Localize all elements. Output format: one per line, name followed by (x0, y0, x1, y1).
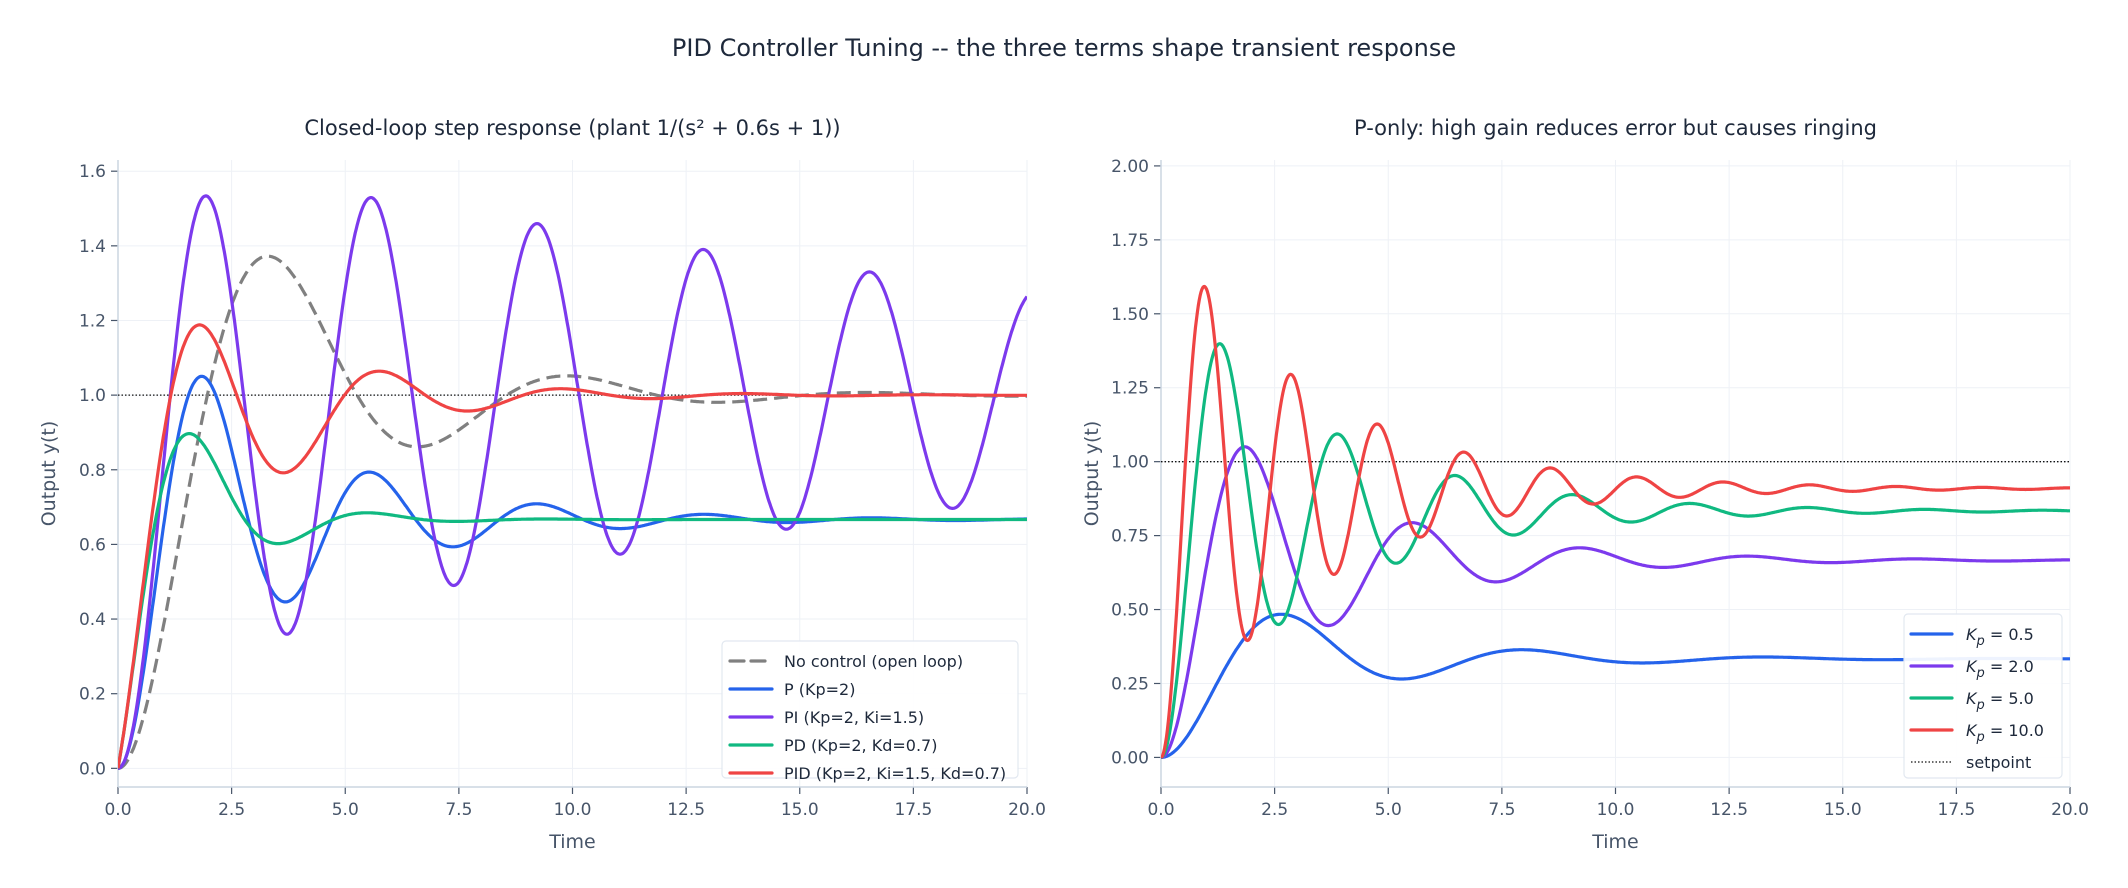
legend-symbol: K (1966, 625, 1978, 644)
legend-label: P (Kp=2) (784, 680, 855, 699)
x-tick-label: 5.0 (332, 800, 359, 820)
legend-item: Kp = 10.0 (1909, 721, 2044, 745)
x-tick-label: 0.0 (104, 800, 131, 820)
legend-value: = 0.5 (1985, 625, 2034, 644)
legend-label: Kp = 0.5 (1966, 625, 2034, 649)
legend-label: Kp = 10.0 (1966, 721, 2044, 745)
legend-item: Kp = 2.0 (1909, 657, 2034, 681)
x-tick-label: 20.0 (2051, 800, 2089, 820)
legend-item: P (Kp=2) (728, 680, 855, 699)
x-tick-label: 5.0 (1375, 800, 1402, 820)
y-tick-label: 1.50 (1111, 305, 1149, 325)
left-chart-step-response: Closed-loop step response (plant 1/(s² +… (38, 116, 1046, 853)
y-tick-label: 1.0 (79, 386, 106, 406)
x-tick-label: 2.5 (1261, 800, 1288, 820)
x-tick-label: 0.0 (1147, 800, 1174, 820)
right-chart-p-only: P-only: high gain reduces error but caus… (1081, 116, 2089, 853)
chart-title: P-only: high gain reduces error but caus… (1354, 116, 1877, 140)
legend-value: = 2.0 (1985, 657, 2034, 676)
legend-label: PI (Kp=2, Ki=1.5) (784, 708, 924, 727)
y-tick-label: 0.00 (1111, 748, 1149, 768)
y-tick-label: 0.75 (1111, 527, 1149, 547)
x-axis-label: Time (548, 831, 596, 853)
y-tick-label: 1.6 (79, 162, 106, 182)
series-line-1 (1161, 445, 2070, 759)
y-tick-label: 2.00 (1111, 157, 1149, 177)
legend-item: Kp = 0.5 (1909, 625, 2034, 649)
legend-label: PD (Kp=2, Kd=0.7) (784, 736, 937, 755)
x-tick-label: 17.5 (894, 800, 932, 820)
figure-title: PID Controller Tuning -- the three terms… (672, 34, 1456, 62)
y-tick-label: 0.2 (79, 685, 106, 705)
legend-box (1903, 613, 2063, 779)
legend-label: No control (open loop) (784, 652, 963, 671)
legend-label: setpoint (1966, 753, 2031, 772)
legend-item: Kp = 5.0 (1909, 689, 2034, 713)
series-line-0 (118, 254, 1027, 770)
x-tick-label: 2.5 (218, 800, 245, 820)
series-line-2 (1161, 342, 2070, 759)
legend-item: PD (Kp=2, Kd=0.7) (728, 736, 937, 755)
legend-symbol: K (1966, 721, 1978, 740)
y-tick-label: 1.00 (1111, 453, 1149, 473)
chart-title: Closed-loop step response (plant 1/(s² +… (304, 116, 840, 140)
legend-subscript: p (1976, 634, 1985, 649)
y-tick-label: 0.50 (1111, 601, 1149, 621)
x-tick-label: 7.5 (445, 800, 472, 820)
series-line-4 (118, 323, 1027, 769)
legend-item: PID (Kp=2, Ki=1.5, Kd=0.7) (728, 764, 1006, 783)
legend-subscript: p (1976, 730, 1985, 745)
y-tick-label: 1.4 (79, 237, 106, 257)
x-tick-label: 20.0 (1008, 800, 1046, 820)
legend-label: Kp = 5.0 (1966, 689, 2034, 713)
legend-value: = 5.0 (1985, 689, 2034, 708)
y-tick-label: 0.0 (79, 759, 106, 779)
legend-label: PID (Kp=2, Ki=1.5, Kd=0.7) (784, 764, 1006, 783)
series-line-2 (118, 194, 1027, 770)
legend-item: No control (open loop) (728, 652, 963, 671)
y-tick-label: 1.75 (1111, 231, 1149, 251)
y-tick-label: 1.2 (79, 311, 106, 331)
x-tick-label: 15.0 (781, 800, 819, 820)
x-tick-label: 17.5 (1937, 800, 1975, 820)
legend-symbol: K (1966, 689, 1978, 708)
x-tick-label: 10.0 (554, 800, 592, 820)
y-tick-label: 1.25 (1111, 379, 1149, 399)
legend-item: PI (Kp=2, Ki=1.5) (728, 708, 924, 727)
y-tick-label: 0.8 (79, 461, 106, 481)
legend-subscript: p (1976, 698, 1985, 713)
y-tick-label: 0.6 (79, 535, 106, 555)
x-tick-label: 12.5 (1710, 800, 1748, 820)
x-tick-label: 7.5 (1488, 800, 1515, 820)
x-tick-label: 10.0 (1597, 800, 1635, 820)
y-axis-label: Output y(t) (1081, 421, 1103, 527)
y-tick-label: 0.25 (1111, 674, 1149, 694)
x-tick-label: 12.5 (667, 800, 705, 820)
legend-box (721, 640, 1019, 779)
series-line-3 (118, 432, 1027, 769)
legend: Kp = 0.5Kp = 2.0Kp = 5.0Kp = 10.0setpoin… (1903, 613, 2063, 779)
y-axis-label: Output y(t) (38, 421, 60, 527)
legend-item: setpoint (1911, 753, 2031, 772)
y-tick-label: 0.4 (79, 610, 106, 630)
legend-symbol: K (1966, 657, 1978, 676)
series-line-3 (1161, 284, 2070, 759)
x-tick-label: 15.0 (1824, 800, 1862, 820)
legend-subscript: p (1976, 666, 1985, 681)
x-axis-label: Time (1591, 831, 1639, 853)
legend-value: = 10.0 (1985, 721, 2044, 740)
legend-label: Kp = 2.0 (1966, 657, 2034, 681)
legend: No control (open loop) P (Kp=2) PI (Kp=2, … (721, 640, 1019, 783)
